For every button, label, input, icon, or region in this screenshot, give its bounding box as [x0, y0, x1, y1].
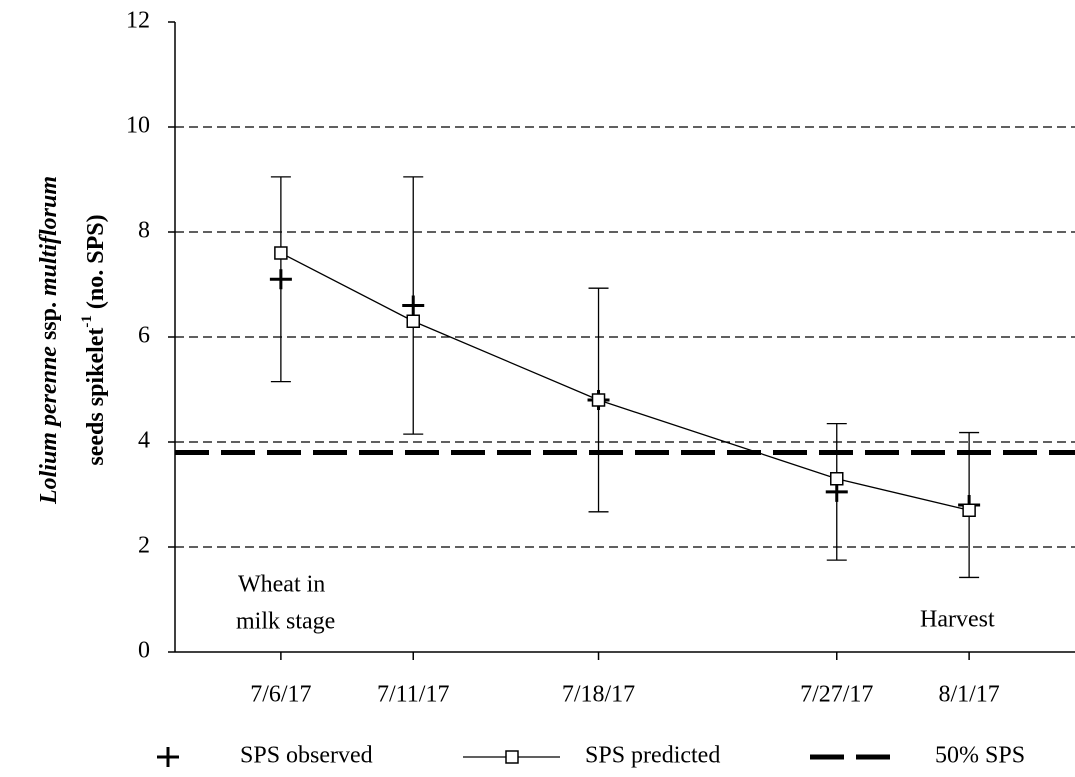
series-line [280, 252, 970, 511]
x-tick-label: 7/6/17 [250, 682, 311, 708]
x-tick-label: 8/1/17 [938, 682, 999, 708]
data-point [402, 295, 425, 316]
y-label-part: (no. SPS) [83, 214, 109, 315]
data-point [269, 269, 292, 290]
y-label: Lolium perenne ssp. multiflorum [36, 176, 62, 505]
data-point [591, 393, 606, 407]
x-tick-label: 7/27/17 [800, 682, 873, 708]
y-label-part: Lolium perenne [36, 346, 62, 505]
y-tick-label: 6 [138, 323, 150, 349]
y-tick-label: 0 [138, 638, 150, 664]
y-tick-label: 4 [138, 428, 150, 454]
y-tick-label: 10 [126, 113, 150, 139]
y-label: seeds spikelet-1 (no. SPS) [79, 214, 108, 465]
y-label-part: ssp. [36, 296, 62, 346]
x-tick-label: 7/11/17 [377, 682, 449, 708]
legend-label: 50% SPS [935, 743, 1025, 769]
data-point [274, 246, 288, 260]
y-label-part: multiflorum [36, 176, 62, 296]
y-label-part: -1 [79, 315, 95, 328]
y-tick-label: 2 [138, 533, 150, 559]
legend-label: SPS predicted [585, 743, 720, 769]
annotation: milk stage [236, 609, 335, 635]
legend-marker [157, 747, 179, 767]
y-label-part: seeds spikelet [83, 328, 109, 466]
data-point [962, 503, 976, 517]
y-tick-label: 12 [126, 8, 150, 34]
annotation: Harvest [920, 607, 995, 633]
data-point [406, 314, 420, 328]
x-tick-label: 7/18/17 [562, 682, 635, 708]
legend-label: SPS observed [240, 743, 373, 769]
y-tick-label: 8 [138, 218, 150, 244]
data-point [830, 472, 844, 486]
legend-marker [505, 750, 519, 764]
annotation: Wheat in [238, 572, 325, 598]
